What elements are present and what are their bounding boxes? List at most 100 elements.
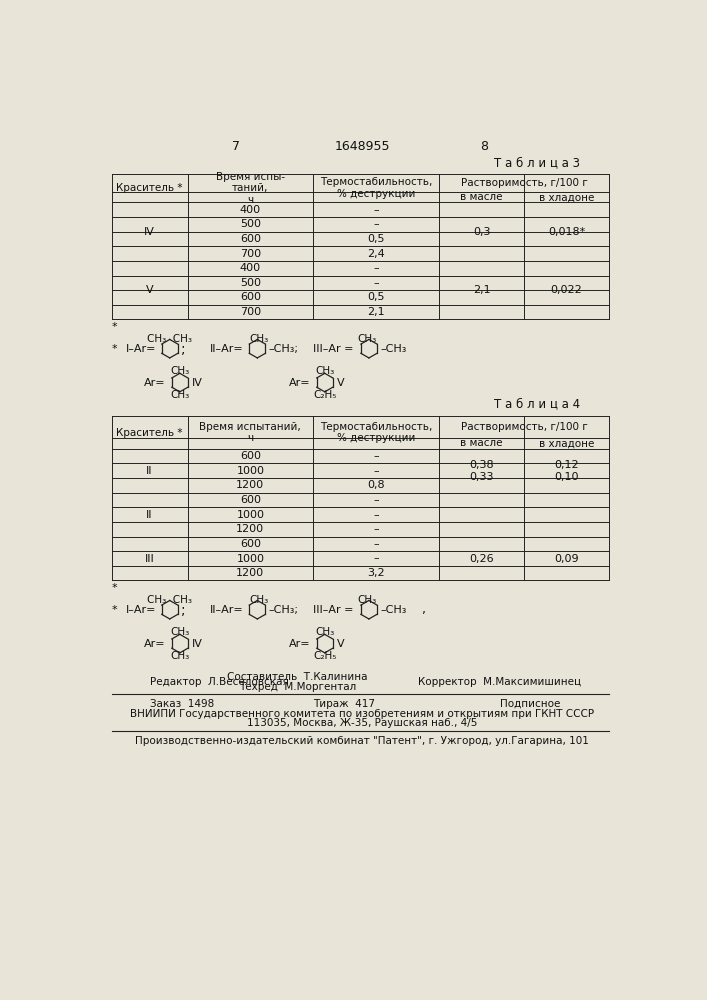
Text: 1200: 1200 — [236, 480, 264, 490]
Text: CH₃: CH₃ — [315, 366, 334, 376]
Text: C₂H₅: C₂H₅ — [313, 651, 337, 661]
Text: Т а б л и ц а 4: Т а б л и ц а 4 — [494, 398, 580, 411]
Text: *: * — [112, 322, 117, 332]
Text: 600: 600 — [240, 451, 261, 461]
Text: 0,26: 0,26 — [469, 554, 494, 564]
Text: Термостабильность,
% деструкции: Термостабильность, % деструкции — [320, 422, 433, 443]
Text: IV: IV — [144, 227, 155, 237]
Text: Заказ  1498: Заказ 1498 — [151, 699, 215, 709]
Text: –CH₃;: –CH₃; — [269, 605, 299, 615]
Text: CH₃  CH₃: CH₃ CH₃ — [147, 595, 192, 605]
Text: Время испытаний,
ч: Время испытаний, ч — [199, 422, 301, 443]
Text: в хладоне: в хладоне — [539, 192, 595, 202]
Text: 2,1: 2,1 — [368, 307, 385, 317]
Text: 500: 500 — [240, 219, 261, 229]
Text: II: II — [146, 466, 153, 476]
Text: Тираж  417: Тираж 417 — [313, 699, 375, 709]
Text: Редактор  Л.Веселовская: Редактор Л.Веселовская — [151, 677, 289, 687]
Text: ;: ; — [182, 342, 186, 356]
Text: 1648955: 1648955 — [334, 140, 390, 153]
Text: ВНИИПИ Государственного комитета по изобретениям и открытиям при ГКНТ СССР: ВНИИПИ Государственного комитета по изоб… — [130, 709, 594, 719]
Text: IV: IV — [192, 639, 203, 649]
Text: 0,38
0,33: 0,38 0,33 — [469, 460, 494, 482]
Text: *: * — [112, 605, 117, 615]
Text: CH₃: CH₃ — [315, 627, 334, 637]
Text: *: * — [112, 583, 117, 593]
Text: Техред  М.Моргентал: Техред М.Моргентал — [239, 682, 356, 692]
Text: II–Ar=: II–Ar= — [209, 605, 243, 615]
Text: V: V — [337, 639, 345, 649]
Text: CH₃: CH₃ — [170, 366, 189, 376]
Text: 1000: 1000 — [236, 510, 264, 520]
Text: Ar=: Ar= — [289, 378, 311, 388]
Text: 1000: 1000 — [236, 466, 264, 476]
Text: 0,022: 0,022 — [551, 285, 583, 295]
Text: *: * — [112, 344, 117, 354]
Text: Краситель *: Краситель * — [117, 183, 183, 193]
Text: ;: ; — [182, 603, 186, 617]
Text: CH₃  CH₃: CH₃ CH₃ — [147, 334, 192, 344]
Text: V: V — [146, 285, 153, 295]
Text: –: – — [373, 495, 379, 505]
Text: Краситель *: Краситель * — [117, 428, 183, 438]
Text: –CH₃: –CH₃ — [380, 344, 407, 354]
Text: 600: 600 — [240, 234, 261, 244]
Text: Корректор  М.Максимишинец: Корректор М.Максимишинец — [418, 677, 580, 687]
Text: V: V — [337, 378, 345, 388]
Text: 600: 600 — [240, 292, 261, 302]
Text: Ar=: Ar= — [144, 639, 166, 649]
Text: III–Ar =: III–Ar = — [313, 344, 354, 354]
Text: 3,2: 3,2 — [368, 568, 385, 578]
Text: 400: 400 — [240, 263, 261, 273]
Text: –CH₃: –CH₃ — [380, 605, 407, 615]
Text: –: – — [373, 205, 379, 215]
Text: –: – — [373, 554, 379, 564]
Text: –: – — [373, 466, 379, 476]
Text: –: – — [373, 263, 379, 273]
Text: IV: IV — [192, 378, 203, 388]
Text: 0,3: 0,3 — [473, 227, 491, 237]
Text: Ar=: Ar= — [289, 639, 311, 649]
Text: Подписное: Подписное — [500, 699, 561, 709]
Text: 2,1: 2,1 — [473, 285, 491, 295]
Text: 700: 700 — [240, 249, 261, 259]
Text: 0,018*: 0,018* — [548, 227, 585, 237]
Text: 7: 7 — [232, 140, 240, 153]
Text: CH₃: CH₃ — [358, 334, 377, 344]
Text: Термостабильность,
% деструкции: Термостабильность, % деструкции — [320, 177, 433, 199]
Text: –: – — [373, 451, 379, 461]
Text: –: – — [373, 524, 379, 534]
Text: CH₃: CH₃ — [170, 651, 189, 661]
Text: I–Ar=: I–Ar= — [126, 605, 156, 615]
Text: 0,5: 0,5 — [368, 292, 385, 302]
Text: 8: 8 — [479, 140, 488, 153]
Text: –: – — [373, 278, 379, 288]
Text: II–Ar=: II–Ar= — [209, 344, 243, 354]
Text: 1200: 1200 — [236, 568, 264, 578]
Text: CH₃: CH₃ — [170, 390, 189, 400]
Text: III: III — [145, 554, 154, 564]
Text: Составитель  Т.Калинина: Составитель Т.Калинина — [228, 672, 368, 682]
Text: 113035, Москва, Ж-35, Раушская наб., 4/5: 113035, Москва, Ж-35, Раушская наб., 4/5 — [247, 718, 477, 728]
Text: II: II — [146, 510, 153, 520]
Text: –CH₃;: –CH₃; — [269, 344, 299, 354]
Text: 500: 500 — [240, 278, 261, 288]
Text: Время испы-
таний,
ч: Время испы- таний, ч — [216, 172, 285, 205]
Text: 400: 400 — [240, 205, 261, 215]
Text: Растворимость, г/100 г: Растворимость, г/100 г — [461, 178, 588, 188]
Text: 0,12
0,10: 0,12 0,10 — [554, 460, 579, 482]
Text: III–Ar =: III–Ar = — [313, 605, 354, 615]
Text: –: – — [373, 219, 379, 229]
Text: 2,4: 2,4 — [368, 249, 385, 259]
Text: I–Ar=: I–Ar= — [126, 344, 156, 354]
Text: Т а б л и ц а 3: Т а б л и ц а 3 — [494, 156, 580, 169]
Text: 600: 600 — [240, 539, 261, 549]
Text: 700: 700 — [240, 307, 261, 317]
Text: Растворимость, г/100 г: Растворимость, г/100 г — [461, 422, 588, 432]
Text: в хладоне: в хладоне — [539, 438, 595, 448]
Text: CH₃: CH₃ — [358, 595, 377, 605]
Text: 600: 600 — [240, 495, 261, 505]
Text: в масле: в масле — [460, 192, 503, 202]
Text: 1000: 1000 — [236, 554, 264, 564]
Text: CH₃: CH₃ — [250, 595, 269, 605]
